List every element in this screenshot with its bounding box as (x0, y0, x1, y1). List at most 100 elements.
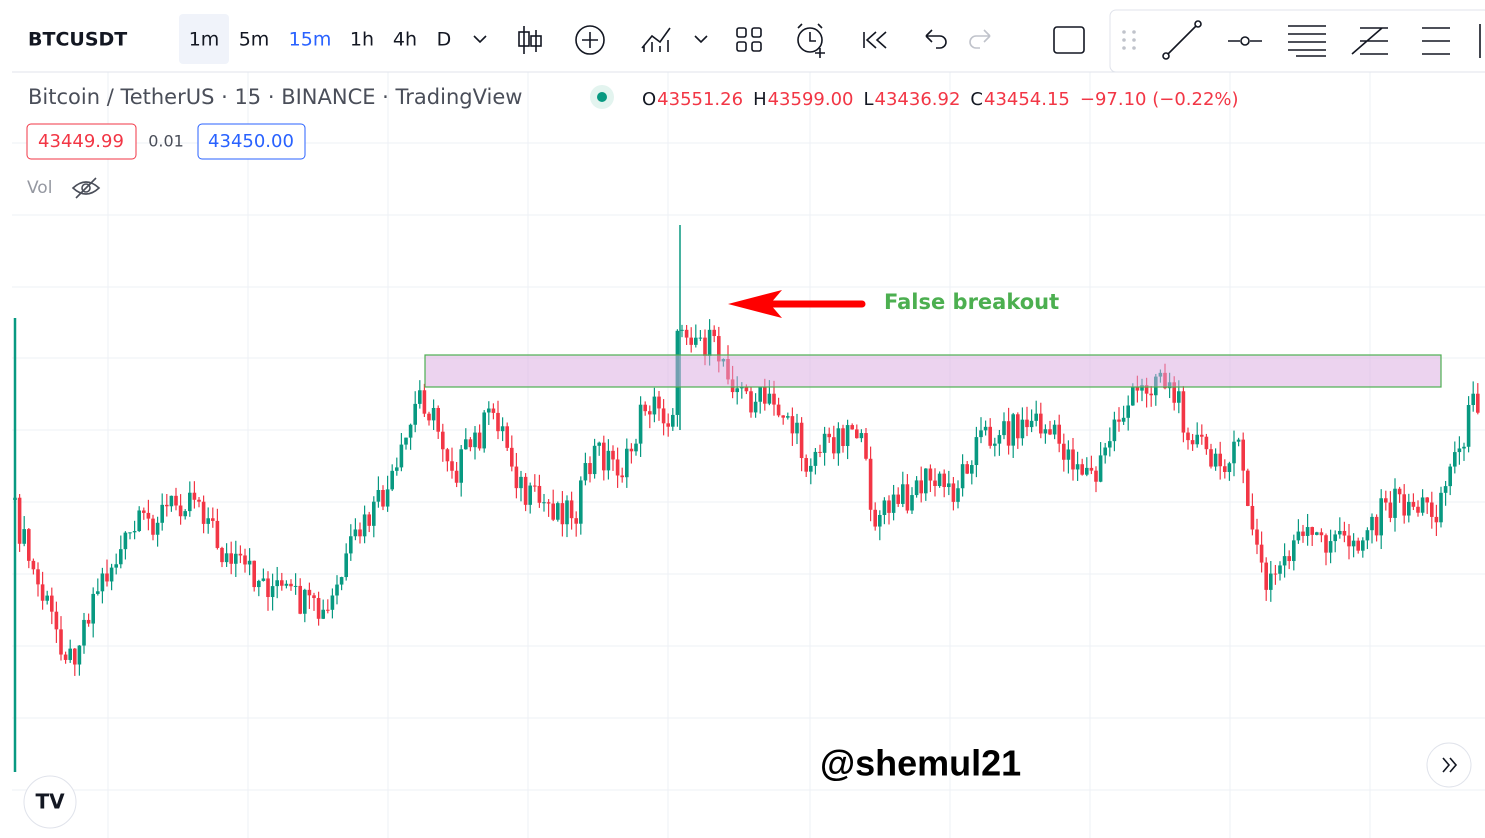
alert[interactable] (797, 23, 825, 58)
arrow (728, 290, 866, 318)
symbol[interactable]: BTCUSDT (28, 29, 127, 51)
candle-body (1213, 453, 1218, 467)
scroll-right[interactable] (1426, 742, 1472, 788)
interval[interactable]: 5m (239, 29, 270, 51)
sell-button[interactable] (26, 123, 137, 160)
candle-body (740, 387, 744, 389)
candle-body (96, 591, 100, 594)
hide-volume[interactable] (71, 177, 101, 199)
indicators[interactable] (575, 25, 605, 55)
candle-body (445, 449, 450, 462)
candle-body (878, 514, 882, 527)
candle-body (1420, 497, 1425, 513)
candle-body (960, 464, 965, 489)
candle-body (671, 414, 675, 427)
candle-body (344, 553, 348, 578)
candle-body (574, 518, 578, 524)
bid[interactable]: 43449.99 (38, 131, 124, 152)
candle-body (588, 463, 592, 475)
candle-body (1121, 417, 1126, 422)
candle-body (339, 577, 344, 585)
candle-body (947, 483, 951, 488)
candle-body (1098, 455, 1103, 482)
candle-body (1190, 440, 1195, 445)
candle-body (316, 598, 321, 619)
tv-logo[interactable]: TV (23, 775, 77, 829)
candle-body (137, 510, 141, 532)
candle-body (468, 439, 473, 448)
candle-body (836, 428, 841, 454)
candle-body (1388, 502, 1393, 518)
candle-body (717, 336, 721, 362)
interval[interactable]: 1m (189, 29, 220, 51)
candle-body (832, 437, 836, 454)
gann-tool[interactable] (1422, 27, 1450, 55)
compare[interactable] (641, 27, 708, 52)
candle-body (1443, 486, 1448, 493)
parallel-channel[interactable] (1288, 25, 1326, 57)
candle-body (809, 465, 813, 472)
candle-body (1255, 529, 1259, 545)
candle-body (270, 586, 275, 598)
redo[interactable] (969, 29, 991, 49)
candle-body (855, 429, 859, 439)
candle-body (146, 512, 151, 519)
candle-body (326, 609, 330, 611)
candle-body (275, 580, 279, 587)
interval[interactable]: 4h (393, 29, 417, 51)
undo[interactable] (925, 29, 947, 49)
fullscreen[interactable] (1053, 26, 1085, 54)
candle-body (1025, 419, 1029, 428)
ask[interactable]: 43450.00 (208, 131, 294, 152)
svg-text:TV: TV (35, 790, 65, 814)
candle-body (243, 555, 247, 565)
candle-body (500, 426, 505, 432)
candle-body (822, 433, 827, 453)
candle-body (1264, 562, 1268, 590)
candle-body (735, 388, 739, 393)
candle-body (956, 488, 960, 502)
candle-body (1439, 492, 1443, 523)
candle-body (1186, 432, 1190, 441)
candle-body (1094, 470, 1098, 482)
candle-body (132, 531, 137, 533)
candle-body (1204, 436, 1209, 450)
candle-body (1066, 449, 1071, 460)
candle-body (119, 549, 123, 565)
candle-body (1365, 530, 1370, 541)
candle-body (1085, 467, 1089, 475)
candle-body (905, 484, 910, 511)
candle-body (827, 433, 831, 438)
candle-body (224, 553, 229, 563)
candle-body (459, 449, 463, 483)
candle-body (206, 518, 210, 524)
layout[interactable] (736, 27, 762, 52)
candle-body (1089, 467, 1094, 471)
candle-body (1103, 447, 1107, 456)
intervals: 1m 5m 15m 1h 4h D (189, 29, 452, 51)
candle-body (1305, 527, 1310, 536)
interval[interactable]: 1h (350, 29, 374, 51)
ohlc-label: C (970, 89, 983, 110)
dropdown[interactable] (473, 35, 487, 44)
candle-body (1384, 498, 1388, 503)
interval[interactable]: D (437, 29, 452, 51)
chart-style[interactable] (518, 26, 542, 54)
candle-body (192, 492, 197, 500)
candle-body (983, 426, 988, 431)
series-title: Bitcoin / TetherUS · 15 · BINANCE · Trad… (28, 85, 522, 109)
candle-body (1319, 532, 1324, 536)
candle-body (303, 589, 307, 614)
candle-body (266, 578, 270, 598)
trend-line[interactable] (1167, 25, 1197, 55)
fib-tool[interactable] (1351, 27, 1388, 55)
interval[interactable]: 15m (289, 29, 332, 51)
candle-body (537, 485, 542, 503)
candle-body (1296, 531, 1301, 541)
candle-body (293, 585, 298, 587)
candle-body (772, 393, 776, 405)
candle-body (17, 497, 22, 544)
replay[interactable] (863, 31, 887, 49)
buy-button[interactable] (197, 123, 306, 160)
candle-body (546, 502, 551, 504)
